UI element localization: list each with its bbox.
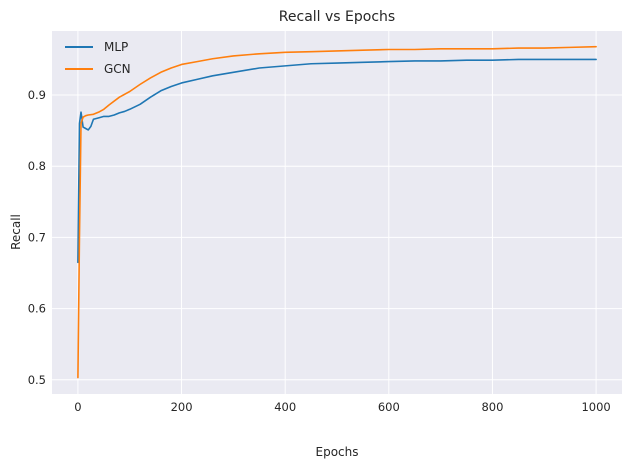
y-tick-label: 0.8 <box>28 159 46 173</box>
legend-label-gcn: GCN <box>104 62 131 76</box>
y-tick-label: 0.5 <box>28 373 46 387</box>
x-tick-label: 600 <box>378 400 400 414</box>
chart-title: Recall vs Epochs <box>279 9 395 25</box>
x-axis-label: Epochs <box>316 445 359 459</box>
y-tick-label: 0.9 <box>28 88 46 102</box>
y-tick-label: 0.6 <box>28 302 46 316</box>
x-tick-label: 800 <box>481 400 503 414</box>
y-tick-label: 0.7 <box>28 230 46 244</box>
grid-lines <box>52 31 622 394</box>
x-tick-label: 0 <box>74 400 81 414</box>
x-tick-label: 400 <box>274 400 296 414</box>
legend-label-mlp: MLP <box>104 40 128 54</box>
tick-labels: 0 200 400 600 800 1000 0.5 0.6 0.7 0.8 0.9 <box>28 88 611 414</box>
x-tick-label: 200 <box>171 400 193 414</box>
series-line-gcn <box>77 45 597 379</box>
legend: MLP GCN <box>65 40 131 76</box>
series-line-mlp <box>77 58 597 264</box>
plot-background <box>52 31 622 394</box>
series-lines <box>77 45 597 379</box>
x-tick-label: 1000 <box>581 400 610 414</box>
y-axis-label: Recall <box>9 214 23 250</box>
